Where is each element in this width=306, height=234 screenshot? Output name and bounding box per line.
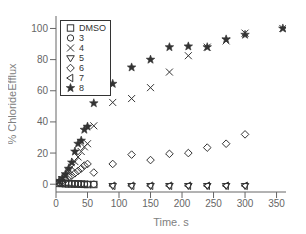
svg-text:Time, s: Time, s: [153, 216, 189, 226]
svg-text:0: 0: [42, 179, 48, 190]
svg-text:100: 100: [111, 198, 128, 209]
svg-text:50: 50: [82, 198, 94, 209]
svg-text:% ChlorideEfflux: % ChlorideEfflux: [8, 63, 18, 145]
html-text:3: 3: [79, 33, 84, 43]
svg-text:100: 100: [31, 23, 48, 34]
html-text:5: 5: [79, 53, 84, 63]
svg-text:60: 60: [37, 85, 49, 96]
svg-text:250: 250: [205, 198, 222, 209]
svg-text:150: 150: [142, 198, 159, 209]
html-text:8: 8: [79, 83, 84, 93]
svg-text:350: 350: [268, 198, 285, 209]
html-text:7: 7: [79, 73, 84, 83]
html-text:4: 4: [79, 43, 84, 53]
svg-text:40: 40: [37, 116, 49, 127]
html-text:6: 6: [79, 63, 84, 73]
svg-text:200: 200: [174, 198, 191, 209]
svg-text:0: 0: [53, 198, 59, 209]
svg-text:80: 80: [37, 54, 49, 65]
svg-text:300: 300: [237, 198, 254, 209]
svg-text:20: 20: [37, 148, 49, 159]
html-text:DMSO: DMSO: [79, 23, 106, 33]
